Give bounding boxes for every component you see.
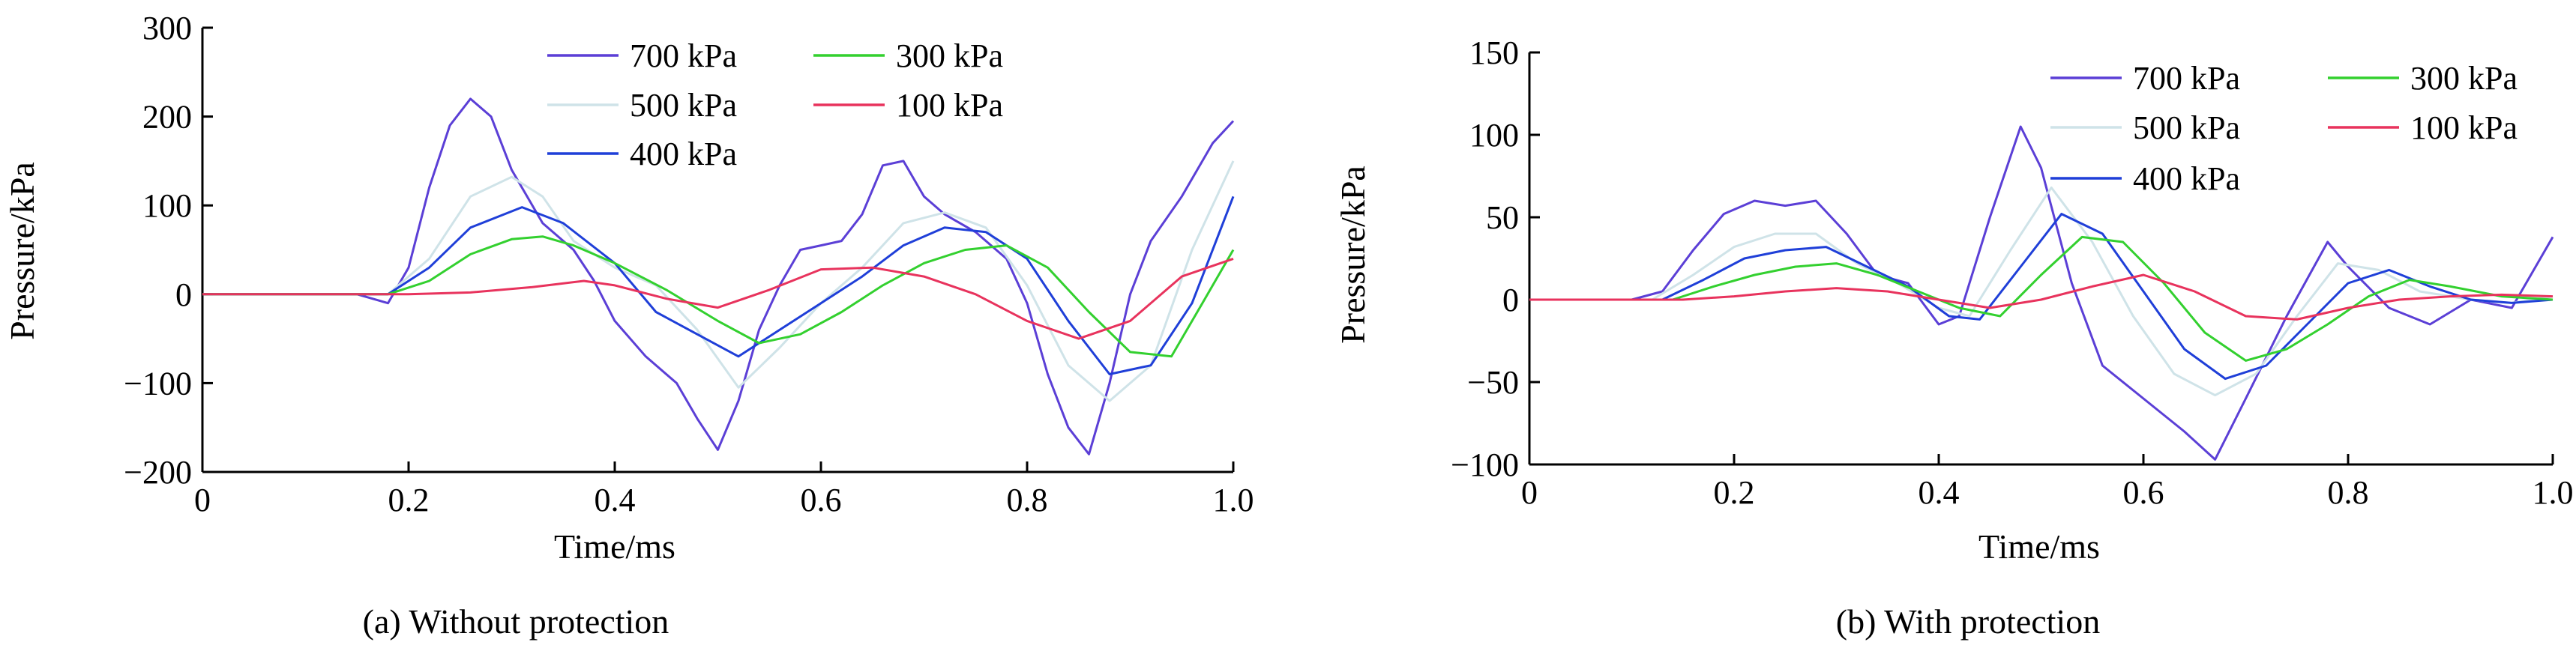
- panel-b-x-tick-label: 1.0: [2533, 474, 2574, 511]
- panel-b-series-400-kpa: [1529, 213, 2554, 381]
- panel-a-series-500-kpa: [202, 160, 1235, 402]
- panel-a-series-400-kpa: [202, 196, 1235, 375]
- panel-a-x-tick-label: 0.4: [595, 482, 636, 518]
- panel-b-y-tick-label: 100: [1469, 117, 1519, 154]
- panel-a-x-tick-label: 0.2: [388, 482, 430, 518]
- panel-a-y-tick-label: −200: [124, 454, 192, 491]
- panel-b-chart: (b) With protection Time/ms Pressure/kPa…: [1334, 34, 2574, 641]
- panel-a-series-300-kpa: [202, 235, 1235, 358]
- panel-b-caption: (b) With protection: [1836, 602, 2100, 641]
- panel-b-series-300-kpa: [1529, 235, 2554, 362]
- panel-b-x-tick-label: 0.2: [1714, 474, 1755, 511]
- panel-a-x-tick-label: 0.6: [801, 482, 842, 518]
- panel-a-x-axis-label: Time/ms: [554, 527, 675, 566]
- panel-a-x-tick-label: 0: [194, 482, 211, 518]
- panel-a-x-tick-label: 1.0: [1213, 482, 1254, 518]
- panel-a-y-axis-label: Pressure/kPa: [3, 162, 41, 340]
- panel-a-series-100-kpa: [202, 257, 1234, 340]
- panel-b-y-tick-label: −50: [1467, 364, 1519, 401]
- panel-a-y-tick-label: 300: [142, 10, 192, 46]
- panel-b-series-700-kpa: [1529, 125, 2554, 461]
- panel-b-x-tick-label: 0.6: [2123, 474, 2164, 511]
- panel-a-y-tick-label: 0: [175, 276, 192, 313]
- panel-b-legend-label: 700 kPa: [2133, 60, 2240, 97]
- panel-b-x-tick-label: 0: [1521, 474, 1538, 511]
- panel-b-x-axis-label: Time/ms: [1978, 527, 2100, 566]
- panel-b-legend-label: 500 kPa: [2133, 109, 2240, 146]
- panel-b-x-tick-label: 0.4: [1919, 474, 1960, 511]
- panel-b-series-100-kpa: [1529, 273, 2554, 321]
- panel-a-series-700-kpa: [202, 97, 1235, 455]
- panel-a-legend-label: 700 kPa: [630, 37, 737, 74]
- panel-b-x-tick-label: 0.8: [2328, 474, 2369, 511]
- panel-b-series-500-kpa: [1529, 186, 2554, 397]
- panel-a-chart: (a) Without protection Time/ms Pressure/…: [3, 10, 1254, 641]
- panel-b-y-axis-label: Pressure/kPa: [1334, 166, 1372, 344]
- panel-b-legend-label: 100 kPa: [2410, 109, 2518, 146]
- panel-a-legend-label: 500 kPa: [630, 87, 737, 124]
- panel-a-legend-label: 400 kPa: [630, 136, 737, 172]
- panel-a-y-tick-label: −100: [124, 365, 192, 402]
- panel-a-y-tick-label: 200: [142, 99, 192, 136]
- panel-b-legend-label: 400 kPa: [2133, 160, 2240, 197]
- panel-a-caption: (a) Without protection: [363, 602, 669, 641]
- panel-a-x-tick-label: 0.8: [1007, 482, 1048, 518]
- panel-b-y-tick-label: 0: [1502, 282, 1519, 318]
- panel-b-y-tick-label: −100: [1451, 446, 1519, 483]
- panel-b-y-tick-label: 50: [1486, 199, 1519, 236]
- panel-a-y-tick-label: 100: [142, 187, 192, 224]
- panel-b-y-tick-label: 150: [1469, 34, 1519, 71]
- panel-b-legend-label: 300 kPa: [2410, 60, 2518, 97]
- panel-a-legend-label: 100 kPa: [896, 87, 1003, 124]
- panel-a-legend-label: 300 kPa: [896, 37, 1003, 74]
